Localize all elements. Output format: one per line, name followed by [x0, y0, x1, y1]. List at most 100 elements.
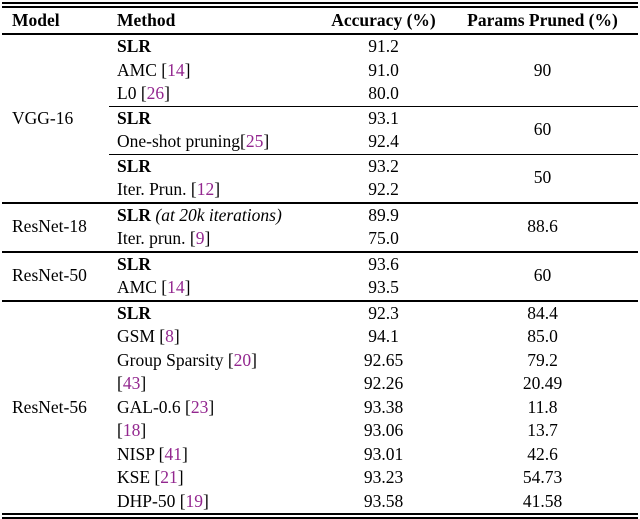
- method-cell: [18]: [109, 419, 320, 443]
- accuracy-value: 93.6: [320, 250, 447, 276]
- accuracy-value: 93.23: [363, 467, 404, 487]
- method-label: ]: [204, 228, 211, 248]
- table-row: ResNet-50 SLR 93.6 60: [2, 250, 638, 301]
- accuracy-value: 92.26: [363, 373, 404, 393]
- table-row: L0 [26] 80.0: [2, 82, 638, 106]
- method-label: ]: [184, 277, 191, 297]
- method-cell: DHP-50 [19]: [109, 490, 320, 517]
- params-pruned-value: 13.7: [527, 420, 558, 440]
- method-cell: SLR: [109, 153, 320, 178]
- method-label: ]: [177, 467, 184, 487]
- table-row: VGG-16 SLR 91.2 90: [2, 34, 638, 128]
- method-label: Iter. prun. [: [117, 228, 196, 248]
- method-cell: GSM [8]: [109, 325, 320, 349]
- col-header-method: Method: [109, 5, 320, 35]
- method-cell: L0 [26]: [109, 82, 320, 106]
- citation-link[interactable]: 21: [160, 467, 178, 487]
- params-pruned-value: 88.6: [447, 201, 638, 252]
- method-label: [: [117, 420, 123, 440]
- citation-link[interactable]: 41: [164, 443, 182, 464]
- citation-link[interactable]: 12: [196, 179, 215, 199]
- method-label: (at 20k iterations): [151, 204, 282, 225]
- method-label: GSM [: [117, 326, 166, 346]
- params-pruned-value: 79.2: [527, 349, 558, 370]
- method-label: [: [117, 373, 123, 393]
- method-cell: SLR: [109, 250, 320, 276]
- accuracy-value: 75.0: [368, 228, 399, 248]
- method-label: Iter. Prun. [: [117, 179, 197, 199]
- accuracy-value: 93.01: [363, 443, 404, 464]
- table-row: DHP-50 [19] 93.58 41.58: [2, 490, 638, 517]
- params-pruned-value: 42.6: [527, 443, 558, 464]
- accuracy-value: 93.58: [363, 490, 404, 511]
- citation-link[interactable]: 25: [245, 131, 264, 151]
- method-label: AMC [: [117, 277, 168, 297]
- table-row: ResNet-18 SLR (at 20k iterations) 89.9 88.6: [2, 201, 638, 252]
- method-label: SLR: [117, 107, 152, 128]
- params-pruned-value: 60: [447, 105, 638, 154]
- citation-link[interactable]: 43: [122, 373, 141, 393]
- table-row: One-shot pruning[25] 92.4: [2, 130, 638, 154]
- method-label: ]: [251, 349, 257, 370]
- citation-link[interactable]: 14: [167, 59, 185, 80]
- method-label: SLR: [117, 155, 152, 176]
- table-row: Iter. Prun. [12] 92.2: [2, 178, 638, 203]
- method-label: ]: [140, 373, 147, 393]
- table-row: SLR 93.1 60: [2, 105, 638, 154]
- accuracy-value: 94.1: [368, 326, 399, 346]
- accuracy-value: 92.4: [368, 131, 399, 151]
- method-cell: [43]: [109, 372, 320, 396]
- method-label: ]: [173, 326, 180, 346]
- method-cell: GAL-0.6 [23]: [109, 396, 320, 420]
- accuracy-value: 92.3: [320, 299, 447, 325]
- accuracy-value: 92.2: [368, 179, 399, 199]
- method-cell: SLR: [109, 105, 320, 130]
- citation-link[interactable]: 26: [146, 83, 165, 103]
- citation-link[interactable]: 9: [195, 228, 205, 248]
- method-label: KSE [: [117, 467, 161, 487]
- method-cell: NISP [41]: [109, 443, 320, 467]
- accuracy-value: 91.2: [368, 36, 399, 56]
- table-row: AMC [14] 93.5: [2, 276, 638, 301]
- method-cell: AMC [14]: [109, 59, 320, 83]
- model-cell-resnet-18: ResNet-18: [2, 201, 109, 252]
- model-cell-vgg-16: VGG-16: [12, 107, 74, 128]
- citation-link[interactable]: 14: [167, 277, 185, 297]
- method-label: ]: [181, 443, 188, 464]
- table-row: Iter. prun. [9] 75.0: [2, 227, 638, 252]
- params-pruned-value: 41.58: [522, 490, 563, 511]
- col-header-model: Model: [2, 5, 109, 35]
- table-row: [18] 93.06 13.7: [2, 419, 638, 443]
- method-label: L0 [: [117, 83, 147, 103]
- method-cell: SLR: [109, 299, 320, 325]
- method-label: SLR: [117, 253, 152, 274]
- method-cell: Group Sparsity [20]: [109, 349, 320, 373]
- method-label: ]: [263, 131, 270, 151]
- method-label: SLR: [117, 204, 152, 225]
- params-pruned-value: 20.49: [522, 373, 563, 393]
- params-pruned-value: 90: [533, 59, 552, 80]
- table-body: VGG-16 SLR 91.2 90 AMC [14] 91.0 L0 [26] 80.0 SL…: [2, 34, 638, 516]
- citation-link[interactable]: 19: [185, 490, 204, 511]
- accuracy-value: 93.06: [363, 420, 404, 440]
- method-label: Group Sparsity [: [117, 349, 234, 370]
- params-pruned-value: 11.8: [527, 396, 558, 417]
- method-label: ]: [208, 396, 215, 417]
- col-header-params-pruned: Params Pruned (%): [447, 5, 638, 35]
- model-cell-resnet-50: ResNet-50: [2, 250, 109, 301]
- method-cell: One-shot pruning[25]: [109, 130, 320, 154]
- col-header-accuracy: Accuracy (%): [320, 5, 447, 35]
- citation-link[interactable]: 8: [165, 326, 174, 346]
- method-label: AMC [: [117, 59, 168, 80]
- model-cell-resnet-56: ResNet-56: [2, 299, 109, 516]
- method-cell: SLR: [109, 34, 320, 59]
- citation-link[interactable]: 18: [122, 420, 141, 440]
- method-label: GAL-0.6 [: [117, 396, 191, 417]
- accuracy-value: 93.2: [320, 153, 447, 178]
- method-label: One-shot pruning[: [117, 131, 246, 151]
- method-cell: Iter. prun. [9]: [109, 227, 320, 252]
- accuracy-value: 93.38: [363, 396, 404, 417]
- citation-link[interactable]: 20: [233, 349, 252, 370]
- citation-link[interactable]: 23: [190, 396, 209, 417]
